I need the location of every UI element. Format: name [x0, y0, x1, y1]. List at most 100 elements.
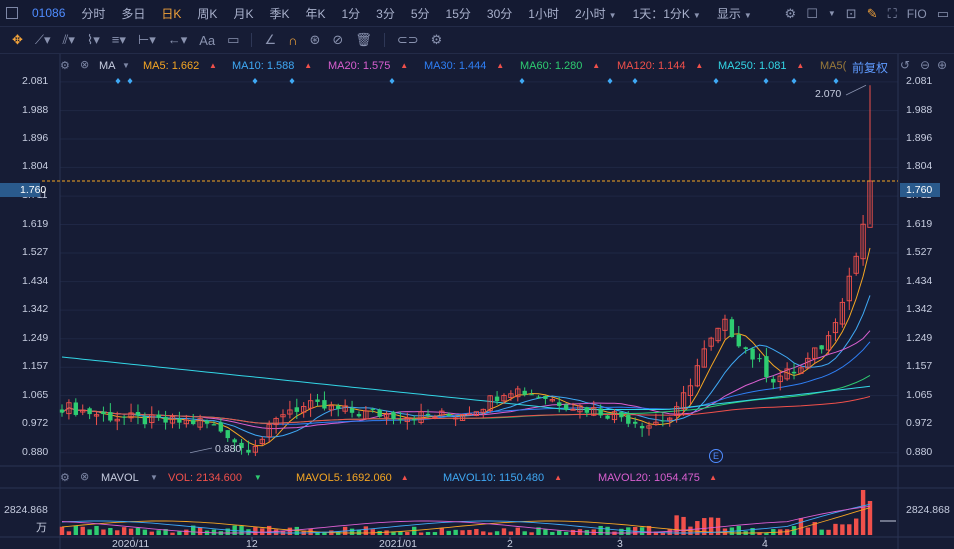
event-marker[interactable]: E [709, 449, 723, 463]
volume-bar [847, 524, 851, 535]
vol-settings-icon[interactable]: ⚙ [60, 471, 70, 484]
candle-body [661, 420, 665, 421]
zoom-out-icon[interactable]: ⊖ [920, 58, 930, 72]
candle-body [232, 439, 236, 442]
mavol-line [62, 504, 870, 533]
vol-label[interactable]: MAVOL [101, 472, 139, 484]
volume-bar [260, 528, 264, 535]
vol-legend-item: MAVOL10: 1150.480 [443, 472, 544, 484]
ma-settings-icon[interactable]: ⚙ [60, 59, 70, 72]
candle-body [295, 407, 299, 412]
reset-icon[interactable]: ↺ [900, 58, 910, 72]
volume-bar [288, 528, 292, 535]
price-tick-label: 1.896 [22, 132, 48, 144]
candle-body [357, 414, 361, 416]
candle-body [101, 412, 105, 414]
volume-bar [819, 530, 823, 535]
price-tick-label: 1.896 [906, 132, 932, 144]
volume-bar [543, 530, 547, 535]
current-price-tag-left: 1.760 [0, 183, 40, 197]
ma-legend-item: MA30: 1.444 [424, 60, 486, 72]
volume-bar [474, 529, 478, 535]
ma-line-ma250 [62, 357, 870, 410]
volume-bar [150, 532, 154, 535]
volume-bar [143, 530, 147, 535]
candle-body [143, 417, 147, 425]
vol-legend: ⚙ ⊗ MAVOL ▼ VOL: 2134.600 ▼ MAVOL5: 1692.0… [0, 470, 954, 486]
candle-body [737, 335, 741, 347]
candle-body [205, 421, 209, 424]
price-tick-label: 2.081 [22, 75, 48, 87]
volume-bar [488, 532, 492, 535]
candle-body [377, 410, 381, 417]
vol-close-icon[interactable]: ⊗ [80, 470, 89, 483]
candle-body [626, 415, 630, 424]
volume-bar [495, 531, 499, 535]
ma-close-icon[interactable]: ⊗ [80, 58, 89, 71]
price-tick-label: 2.081 [906, 75, 932, 87]
volume-bar [509, 532, 513, 535]
ma-dropdown-icon[interactable]: ▼ [122, 61, 130, 70]
candle-body [60, 410, 64, 413]
price-tick-label: 1.619 [906, 218, 932, 230]
volume-max-label-left: 2824.868 [4, 504, 48, 516]
price-tick-label: 1.988 [906, 104, 932, 116]
volume-bar [799, 518, 803, 535]
zoom-in-icon[interactable]: ⊕ [937, 58, 947, 72]
volume-bar [571, 530, 575, 535]
volume-bar [246, 529, 250, 535]
time-tick-label: 2020/11 [112, 538, 149, 549]
volume-bars [60, 490, 896, 535]
candle-body [750, 349, 754, 360]
candle-body [219, 422, 223, 431]
volume-bar [267, 526, 271, 535]
time-tick-label: 4 [762, 538, 768, 549]
price-tick-label: 1.157 [22, 360, 48, 372]
candle-body [764, 356, 768, 377]
volume-bar [81, 527, 85, 535]
volume-bar [854, 519, 858, 535]
price-tick-label: 1.434 [906, 275, 932, 287]
vol-dropdown-icon[interactable]: ▼ [150, 473, 158, 482]
mavol-line [62, 508, 870, 533]
volume-bar [433, 532, 437, 535]
candle-body [619, 412, 623, 417]
ma-label[interactable]: MA [99, 60, 116, 72]
up-arrow-icon: ▲ [400, 61, 408, 70]
event-diamond-icon [633, 78, 638, 84]
volume-bar [253, 527, 257, 535]
current-price-tag-right: 1.760 [900, 183, 940, 197]
candle-body [74, 402, 78, 414]
candle-body [212, 424, 216, 425]
volume-max-label-right: 2824.868 [906, 504, 950, 516]
volume-bar [405, 532, 409, 535]
ma-legend-item: MA5: 1.662 [143, 60, 199, 72]
price-tick-label: 1.804 [22, 160, 48, 172]
legend-arrow-icon: ▲ [401, 473, 409, 482]
up-arrow-icon: ▲ [796, 61, 804, 70]
candle-body [136, 412, 140, 416]
price-tick-label: 1.527 [22, 246, 48, 258]
volume-bar [94, 526, 98, 535]
event-diamond-icon [116, 78, 121, 84]
candle-body [122, 417, 126, 418]
price-tick-label: 0.972 [22, 417, 48, 429]
volume-bar [668, 529, 672, 535]
volume-bar [156, 530, 160, 535]
price-tick-label: 1.619 [22, 218, 48, 230]
high-price-label: 2.070 [815, 88, 841, 100]
volume-bar [523, 531, 527, 535]
candle-body [177, 419, 181, 423]
up-arrow-icon: ▲ [209, 61, 217, 70]
volume-bar [460, 530, 464, 535]
candle-body [523, 391, 527, 395]
adjust-button[interactable]: 前复权 [852, 59, 888, 76]
candle-body [495, 397, 499, 401]
candle-body [191, 420, 195, 424]
candle-body [108, 412, 112, 420]
candle-body [391, 412, 395, 419]
event-diamond-icon [608, 78, 613, 84]
event-diamond-icon [792, 78, 797, 84]
price-tick-label: 1.988 [22, 104, 48, 116]
